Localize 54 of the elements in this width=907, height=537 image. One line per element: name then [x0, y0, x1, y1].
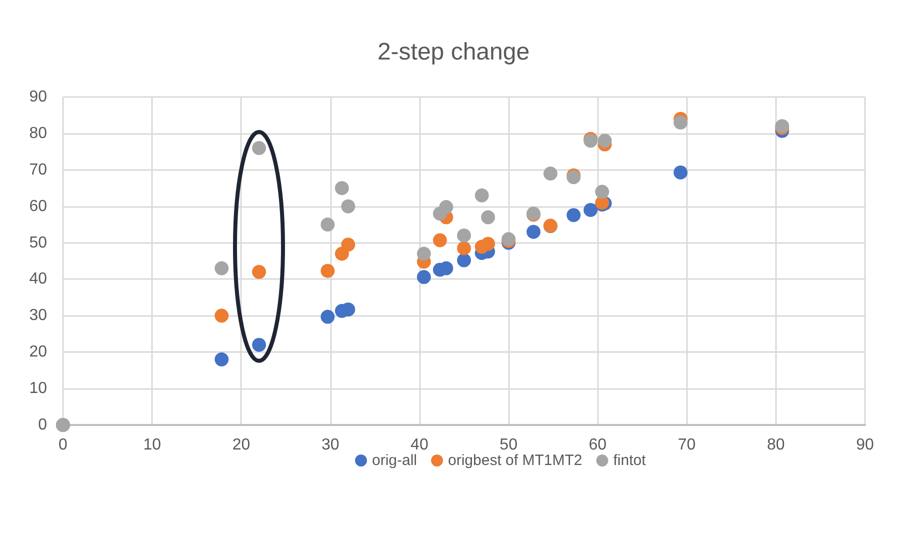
y-tick-label: 90 [29, 88, 48, 106]
point [674, 165, 688, 180]
point [584, 202, 598, 217]
point [320, 218, 335, 232]
point [457, 241, 471, 256]
legend-label: origbest of MT1MT2 [448, 452, 582, 469]
point [598, 134, 612, 148]
y-tick-label: 0 [38, 416, 48, 434]
point [526, 224, 541, 239]
legend-label: orig-all [372, 452, 418, 469]
y-tick-label: 30 [29, 307, 48, 324]
y-tick-label: 20 [29, 344, 48, 361]
point [320, 310, 335, 324]
y-tick-label: 40 [29, 270, 48, 288]
point [457, 228, 471, 242]
x-tick-label: 0 [58, 436, 68, 454]
point [439, 200, 454, 214]
x-tick-label: 80 [766, 436, 785, 454]
point [474, 188, 489, 202]
point [252, 338, 266, 352]
point [674, 116, 688, 130]
x-tick-label: 70 [678, 436, 696, 454]
point [320, 264, 335, 278]
x-tick-label: 60 [588, 436, 607, 454]
y-tick-label: 50 [29, 234, 48, 252]
x-tick-label: 50 [500, 436, 518, 454]
y-tick-label: 10 [29, 380, 48, 398]
point [481, 210, 496, 224]
x-tick-label: 20 [232, 436, 250, 454]
point [334, 181, 349, 196]
point [214, 352, 229, 366]
point [481, 236, 496, 251]
point [341, 199, 356, 214]
legend-label: fintot [613, 452, 647, 469]
point [252, 141, 266, 156]
x-tick-label: 30 [321, 436, 340, 454]
point [595, 184, 610, 199]
point [214, 308, 229, 323]
point [543, 166, 558, 181]
chart-title: 2-step change [377, 38, 530, 66]
y-tick-label: 70 [29, 161, 48, 178]
x-tick-label: 90 [856, 436, 874, 454]
y-tick-label: 60 [29, 198, 48, 215]
point [341, 238, 356, 252]
point [432, 233, 447, 248]
point [416, 246, 431, 261]
point [566, 208, 581, 222]
point [416, 270, 431, 284]
x-tick-label: 40 [410, 436, 428, 454]
y-tick-label: 80 [29, 124, 48, 142]
x-tick-label: 10 [143, 436, 162, 454]
point [457, 253, 471, 268]
point [214, 261, 229, 276]
point [252, 264, 266, 279]
